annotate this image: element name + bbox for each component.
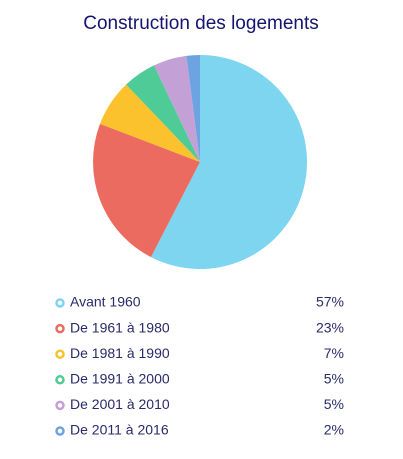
legend-marker: [55, 400, 65, 411]
value-label: 2%: [324, 422, 344, 438]
legend-label: De 2011 à 2016: [70, 422, 169, 438]
value-label: 23%: [316, 319, 344, 335]
legend-label: Avant 1960: [70, 294, 141, 310]
legend-marker: [55, 323, 65, 334]
legend-marker: [55, 375, 65, 385]
legend-marker: [55, 298, 65, 308]
value-label: 5%: [324, 396, 344, 412]
value-label: 7%: [324, 345, 344, 361]
pie-slice: [154, 55, 200, 162]
value-label: 5%: [324, 371, 344, 387]
legend-marker: [55, 349, 65, 359]
legend-label: De 1961 à 1980: [70, 319, 170, 335]
value-label: 57%: [316, 294, 344, 310]
pie-slice: [126, 65, 200, 162]
legend-label: De 1981 à 1990: [70, 345, 170, 361]
legend-label: De 1991 à 2000: [70, 371, 170, 387]
chart-title: Construction des logements: [83, 13, 319, 34]
pie-slice: [100, 84, 200, 162]
pie-slice: [93, 123, 200, 258]
pie-slice: [186, 55, 200, 162]
legend-marker: [55, 426, 65, 436]
pie-slice: [150, 55, 307, 269]
legend-label: De 2001 à 2010: [70, 396, 170, 412]
